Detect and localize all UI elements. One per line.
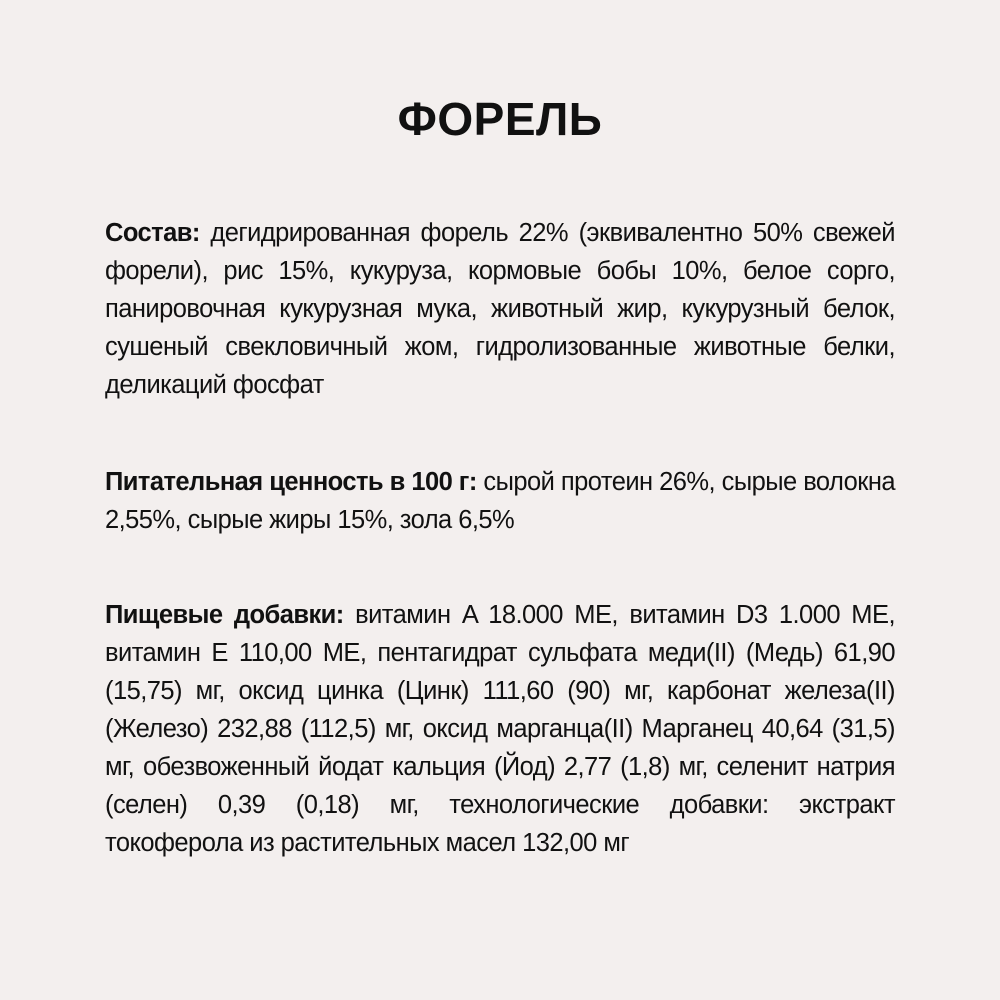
additives-paragraph: Пищевые добавки: витамин A 18.000 МЕ, ви…	[105, 596, 896, 862]
composition-paragraph: Состав: дегидрированная форель 22% (экви…	[105, 214, 896, 404]
composition-label: Состав:	[105, 219, 200, 247]
nutrition-text: сырой протеин 26%, сырые волокна 2,55%, …	[105, 468, 896, 534]
additives-label: Пищевые добавки:	[105, 601, 344, 629]
nutrition-label: Питательная ценность в 100 г:	[105, 468, 477, 496]
composition-text: дегидрированная форель 22% (эквивалентно…	[105, 219, 896, 399]
page-title: ФОРЕЛЬ	[397, 93, 603, 145]
nutrition-paragraph: Питательная ценность в 100 г: сырой прот…	[105, 463, 896, 539]
additives-text: витамин A 18.000 МЕ, витамин D3 1.000 МЕ…	[105, 601, 896, 857]
